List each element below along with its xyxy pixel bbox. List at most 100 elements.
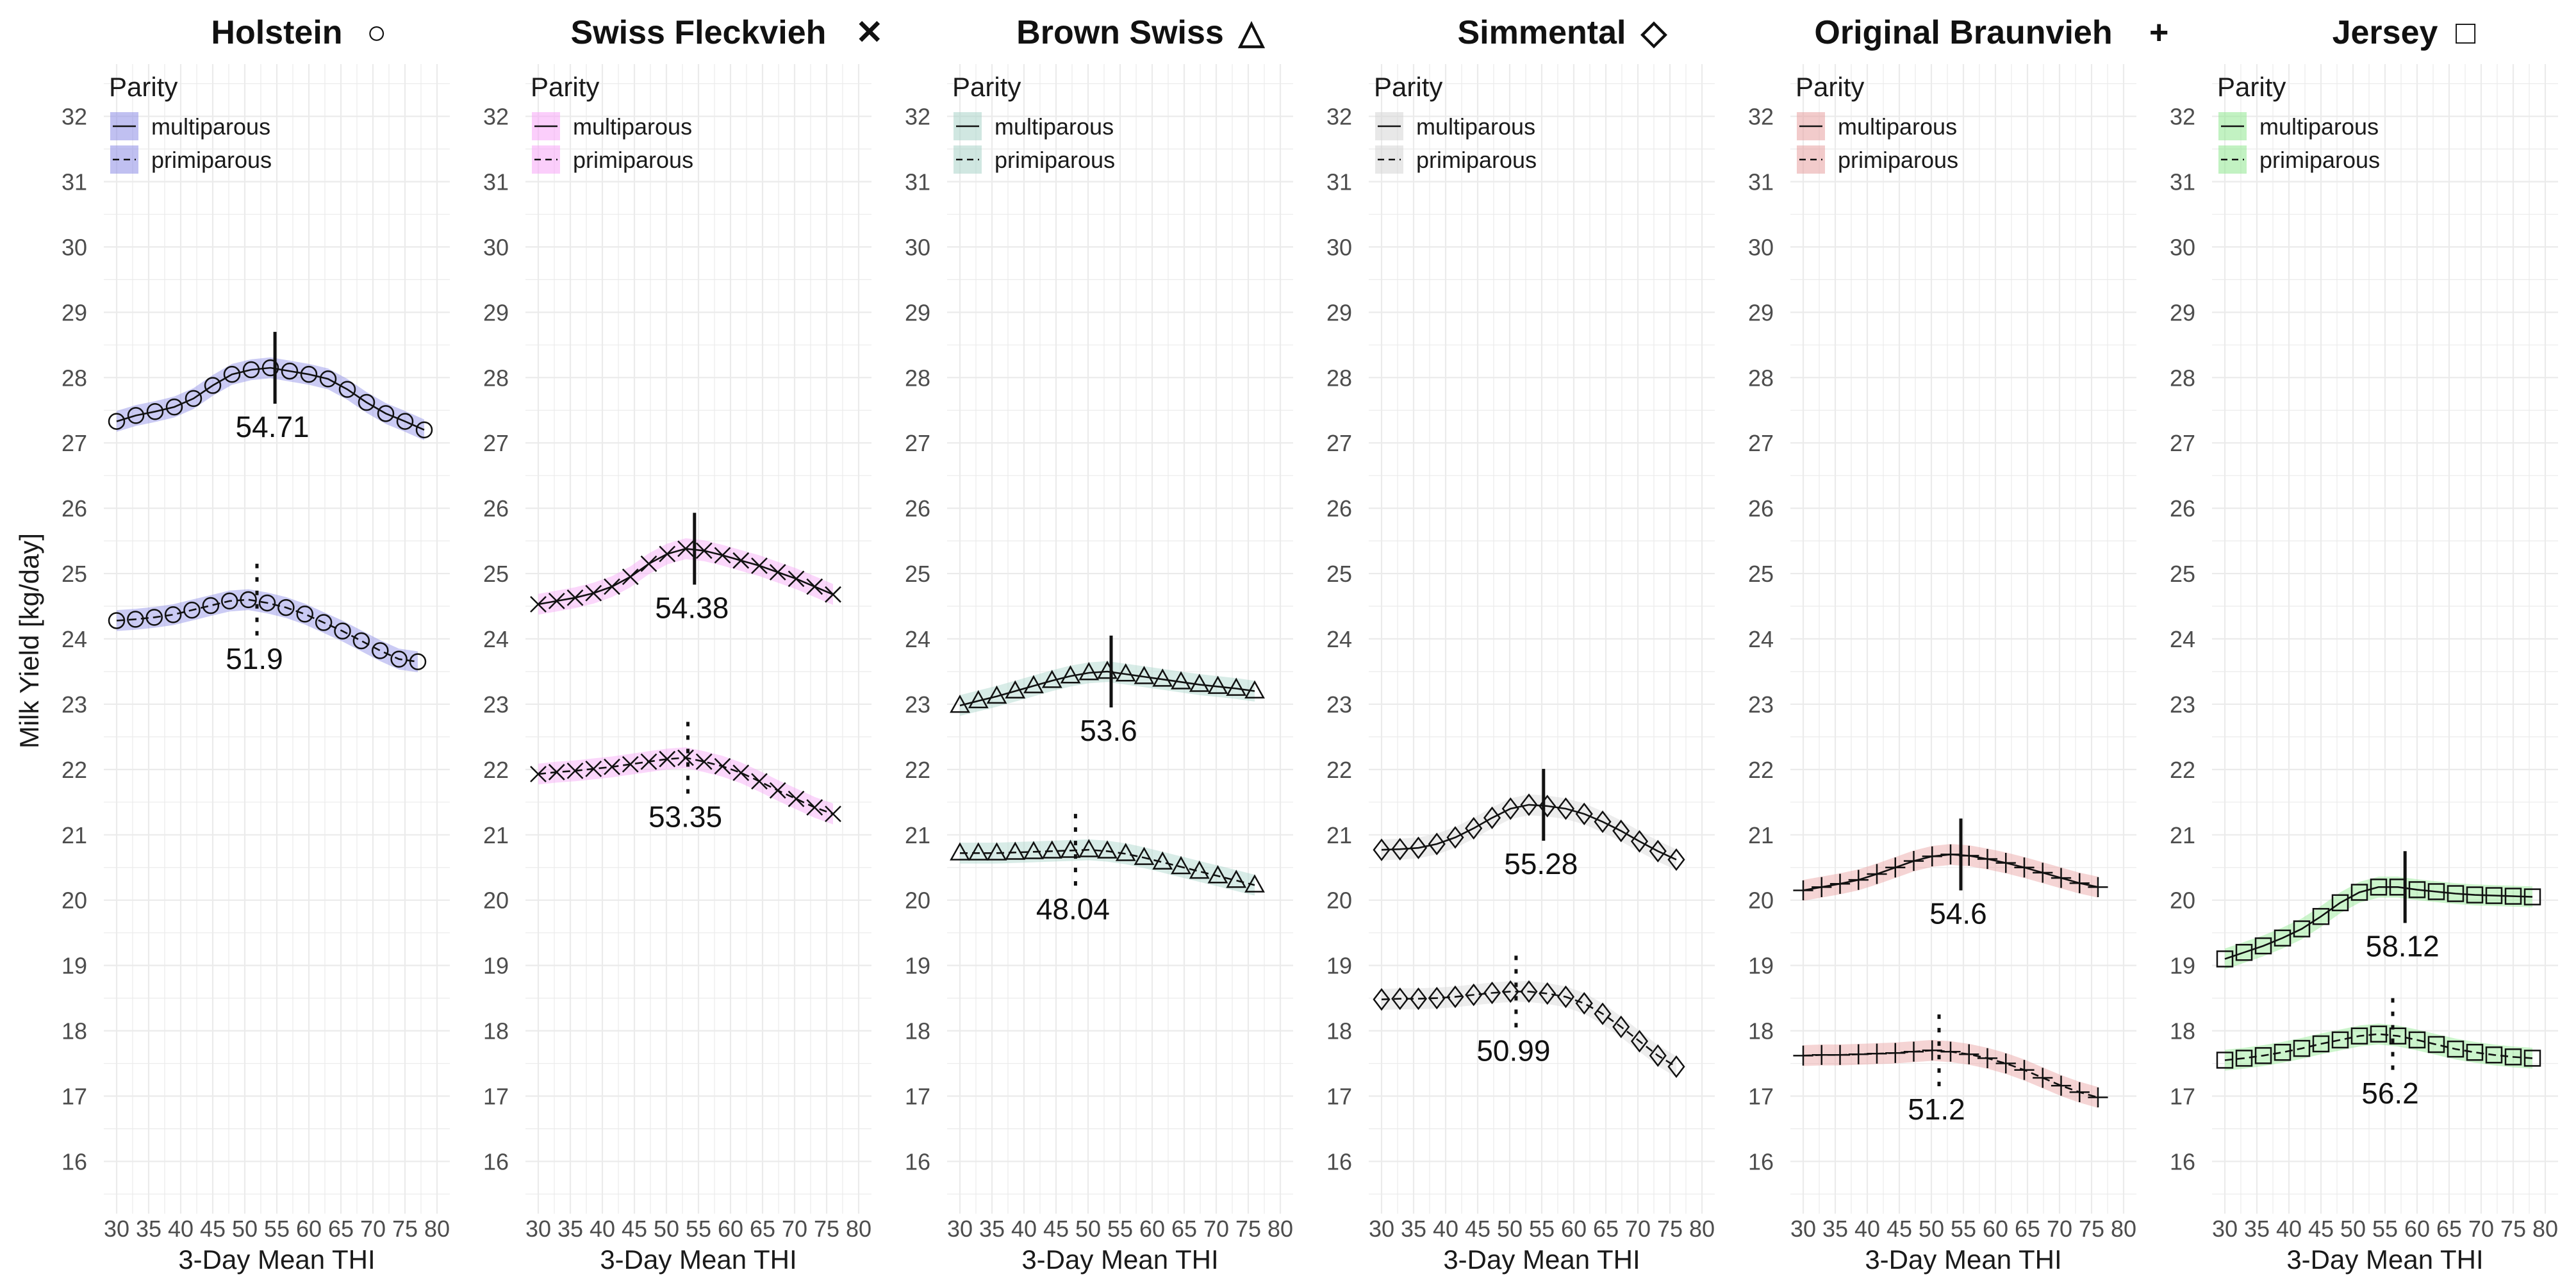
data-point: [2216, 1052, 2234, 1069]
x-tick-label: 75: [1235, 1216, 1261, 1242]
y-tick-label: 18: [2170, 1018, 2195, 1044]
y-tick-label: 23: [2170, 691, 2195, 718]
data-point: [2216, 950, 2234, 968]
data-point: [2235, 944, 2253, 961]
x-tick-label: 30: [947, 1216, 973, 1242]
series-multiparous: 54.71: [108, 331, 433, 443]
y-tick-label: 30: [905, 234, 930, 260]
y-tick-label: 21: [1748, 822, 1774, 848]
data-point: [1556, 797, 1575, 820]
data-point: [2485, 1046, 2503, 1064]
x-tick-label: 35: [1401, 1216, 1426, 1242]
data-point: [2427, 883, 2445, 900]
data-point: [300, 365, 318, 383]
data-point: [1867, 864, 1887, 884]
data-point: [2504, 1048, 2522, 1066]
y-tick-label: 22: [62, 757, 87, 783]
data-point: [1226, 677, 1247, 696]
legend-label-multiparous: multiparous: [1838, 113, 1957, 140]
legend-title: Parity: [531, 72, 599, 102]
data-point: [1134, 846, 1155, 865]
y-tick-label: 25: [905, 561, 930, 587]
x-tick-label: 50: [232, 1216, 258, 1242]
data-point: [183, 601, 201, 619]
data-point: [277, 599, 295, 616]
data-point: [825, 805, 841, 823]
data-point: [1848, 1044, 1869, 1064]
data-point: [164, 606, 182, 623]
data-point: [1630, 1030, 1649, 1053]
data-point: [415, 421, 433, 439]
y-tick-label: 26: [905, 495, 930, 522]
data-point: [221, 592, 238, 610]
data-point: [1501, 980, 1519, 1003]
x-axis-label: 3-Day Mean THI: [2286, 1244, 2483, 1275]
x-tick-label: 30: [1369, 1216, 1394, 1242]
x-tick-label: 80: [1267, 1216, 1293, 1242]
data-point: [986, 685, 1007, 704]
confidence-band: [1382, 794, 1676, 870]
x-tick-label: 35: [979, 1216, 1005, 1242]
data-point: [530, 596, 547, 613]
x-tick-label: 35: [1822, 1216, 1848, 1242]
data-point: [2350, 884, 2368, 901]
data-point: [1005, 680, 1026, 698]
data-point: [986, 842, 1007, 861]
y-tick-label: 25: [483, 561, 509, 587]
data-point: [2427, 1036, 2445, 1053]
panel-title-symbol: ◇: [1640, 14, 1667, 51]
x-tick-label: 55: [2372, 1216, 2398, 1242]
data-point: [2370, 879, 2388, 896]
x-tick-label: 60: [1139, 1216, 1165, 1242]
data-point: [1226, 870, 1247, 888]
data-point: [2254, 937, 2272, 955]
data-point: [769, 564, 786, 581]
x-tick-label: 45: [200, 1216, 226, 1242]
x-tick-label: 70: [2047, 1216, 2072, 1242]
data-point: [1885, 1043, 1906, 1063]
data-point: [1023, 841, 1044, 859]
data-point: [2293, 1039, 2311, 1057]
y-tick-label: 31: [2170, 169, 2195, 195]
legend-title: Parity: [2217, 72, 2286, 102]
y-tick-label: 21: [1326, 822, 1352, 848]
series-multiparous: 55.28: [1373, 768, 1685, 880]
data-point: [548, 764, 565, 780]
data-point: [1171, 855, 1191, 875]
series-primiparous: 53.35: [530, 722, 841, 834]
y-tick-label: 23: [62, 691, 87, 718]
y-tick-label: 27: [1326, 430, 1352, 456]
series-primiparous: 51.9: [108, 563, 427, 675]
data-point: [1501, 797, 1519, 820]
data-point: [1520, 980, 1538, 1003]
data-point: [1023, 675, 1044, 693]
y-tick-label: 25: [1748, 561, 1774, 587]
data-point: [2523, 888, 2541, 905]
data-point: [261, 359, 279, 377]
data-point: [390, 650, 408, 668]
data-point: [1134, 666, 1155, 684]
x-tick-label: 80: [424, 1216, 450, 1242]
data-point: [530, 766, 547, 782]
x-tick-label: 35: [136, 1216, 161, 1242]
data-point: [1078, 662, 1100, 681]
x-tick-label: 45: [622, 1216, 647, 1242]
x-tick-label: 45: [1465, 1216, 1490, 1242]
y-tick-label: 22: [1748, 757, 1774, 783]
data-point: [1115, 663, 1136, 682]
y-tick-label: 22: [2170, 757, 2195, 783]
y-tick-label: 31: [1326, 169, 1352, 195]
data-point: [714, 547, 731, 564]
data-point: [1995, 853, 2016, 873]
data-point: [1829, 1044, 1851, 1065]
y-tick-label: 21: [483, 822, 509, 848]
data-point: [2274, 1043, 2291, 1061]
y-tick-label: 21: [2170, 822, 2195, 848]
peak-label: 54.6: [1929, 896, 1987, 930]
data-point: [1812, 1044, 1832, 1065]
data-point: [127, 407, 145, 424]
legend-label-multiparous: multiparous: [573, 113, 692, 140]
y-tick-label: 20: [905, 888, 930, 914]
x-axis-label: 3-Day Mean THI: [1443, 1244, 1640, 1275]
y-tick-label: 20: [483, 888, 509, 914]
